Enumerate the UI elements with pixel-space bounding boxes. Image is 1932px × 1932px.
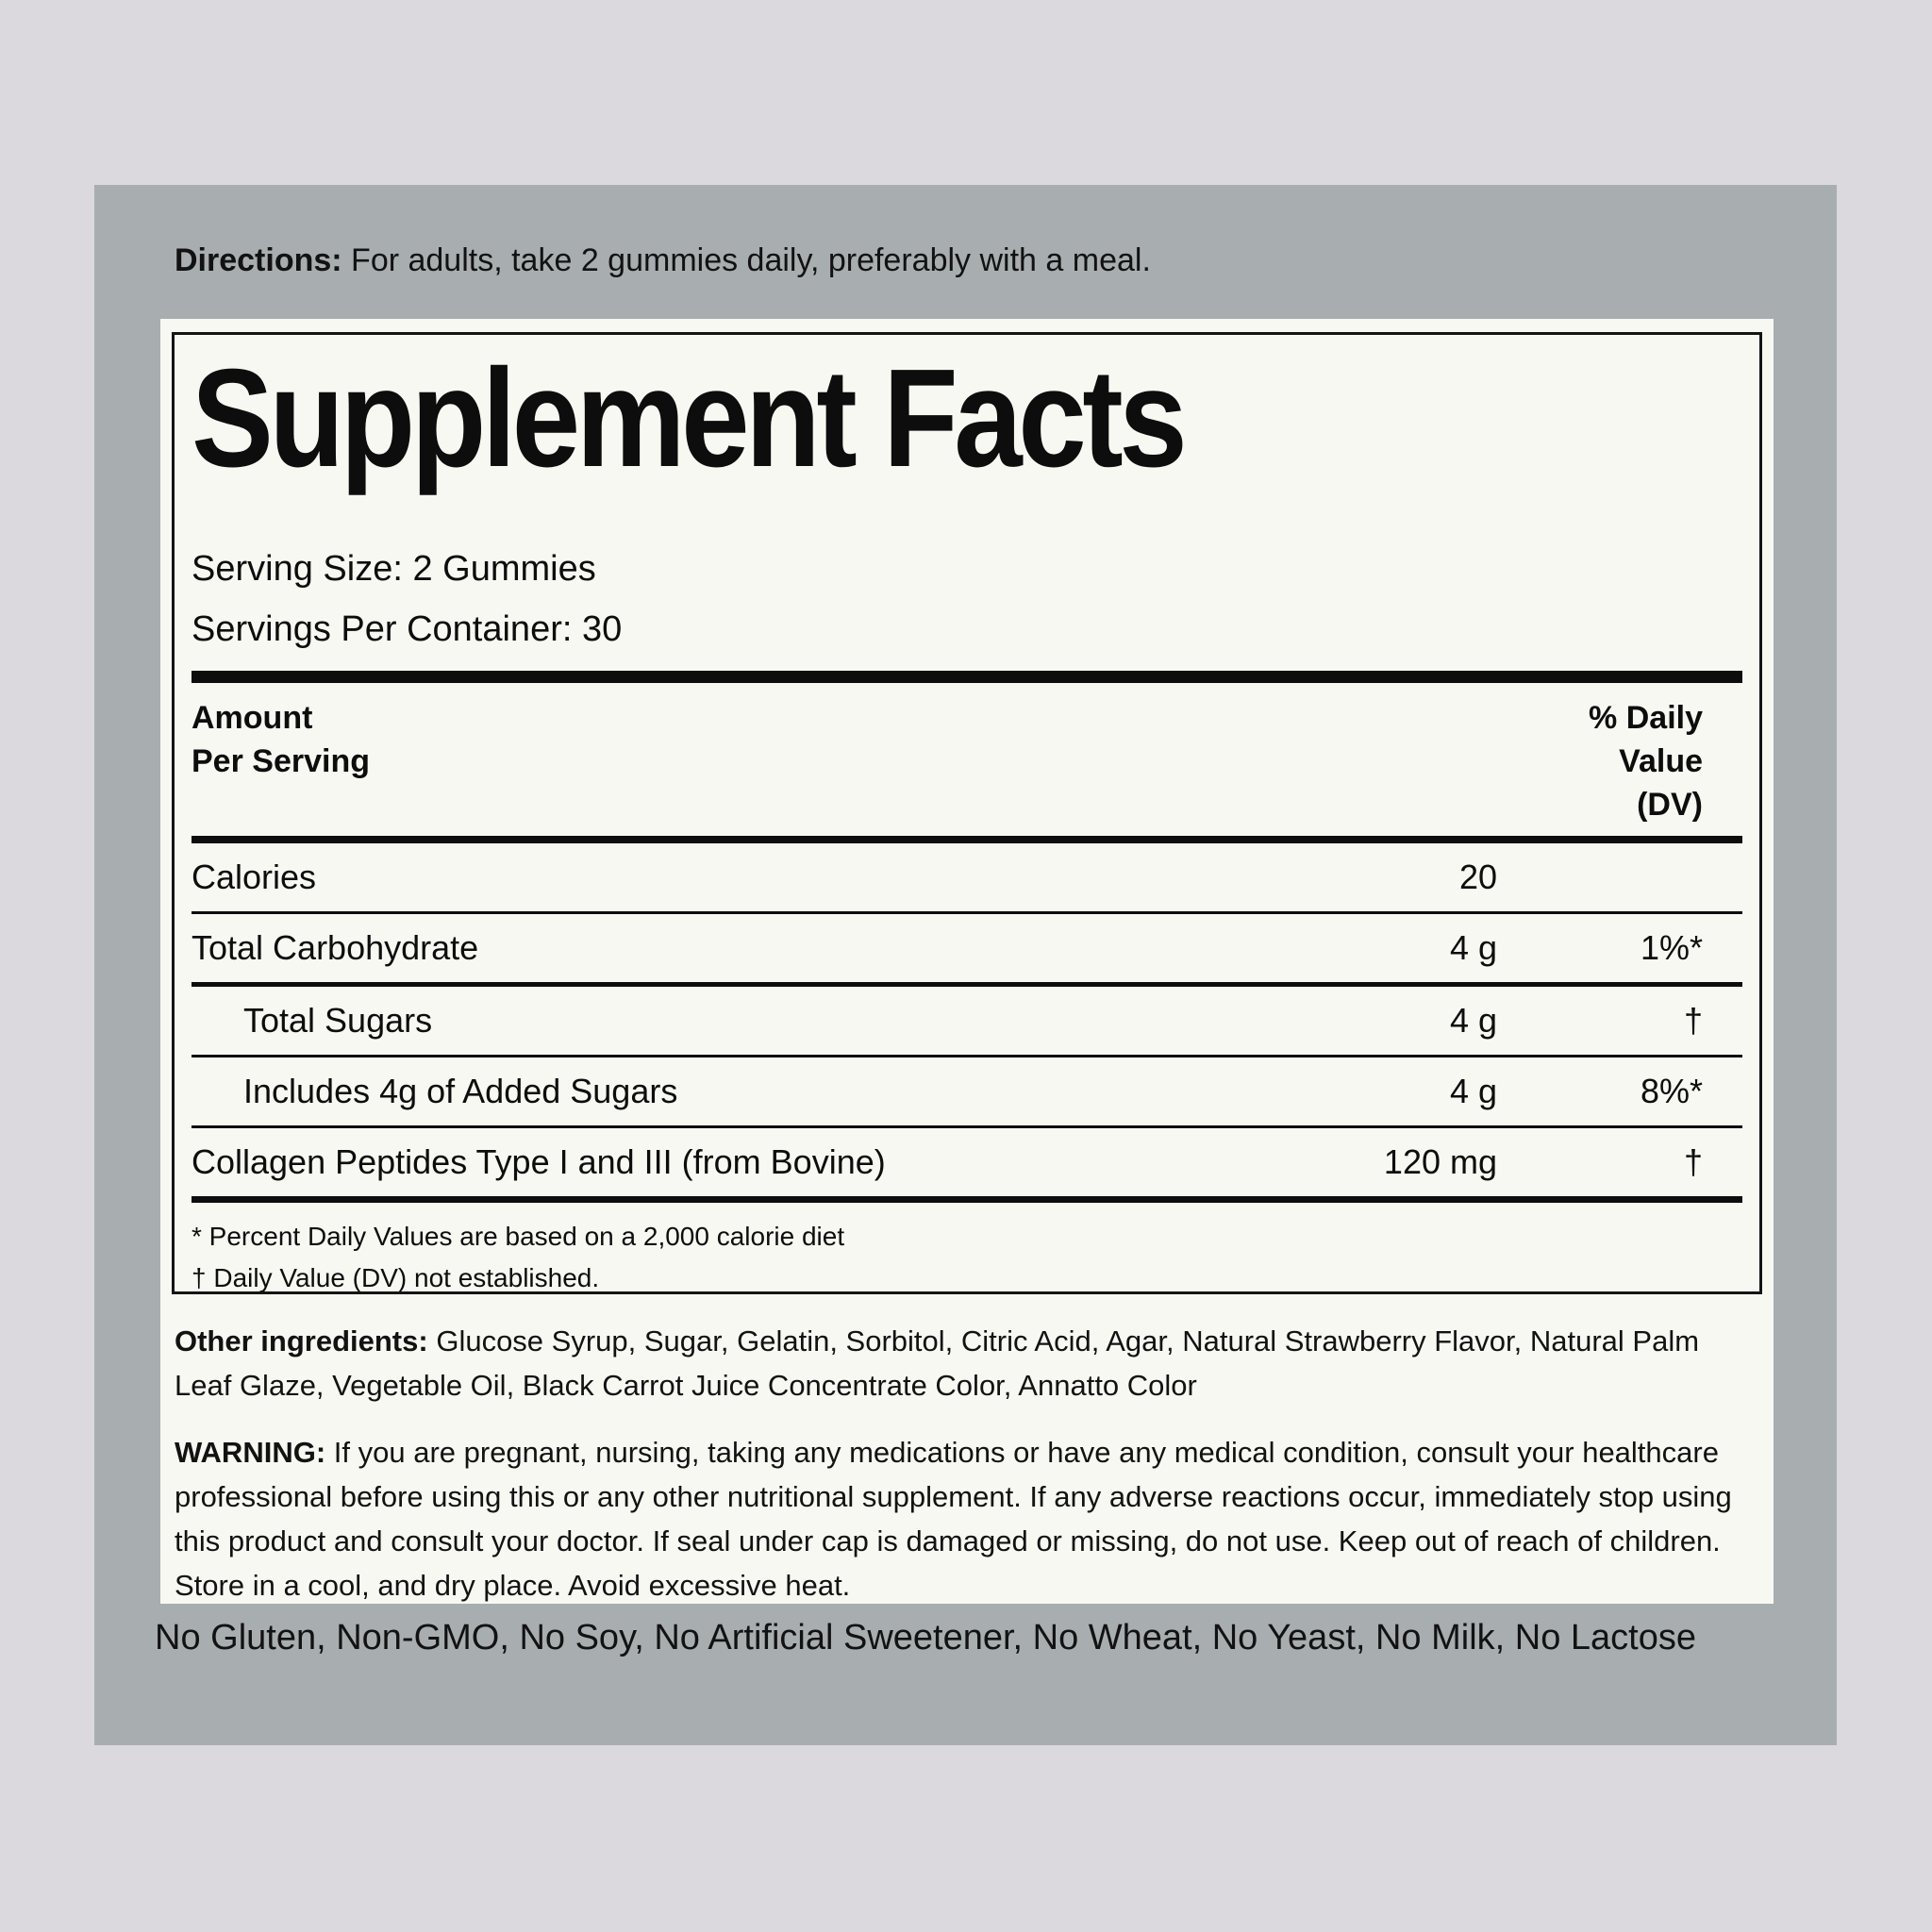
allergen-claims-line: No Gluten, Non-GMO, No Soy, No Artificia… xyxy=(155,1618,1696,1657)
footnote-dagger: † Daily Value (DV) not established. xyxy=(192,1263,600,1292)
divider-heavy-top xyxy=(192,671,1742,683)
nutrient-dv: † xyxy=(1683,1001,1703,1040)
label-gray-panel: Directions: For adults, take 2 gummies d… xyxy=(94,185,1837,1745)
warning-paragraph: WARNING: If you are pregnant, nursing, t… xyxy=(175,1430,1759,1604)
nutrient-row-calories: Calories 20 xyxy=(192,843,1742,914)
nutrient-amount: 4 g xyxy=(1449,1001,1497,1040)
warning-label: WARNING: xyxy=(175,1436,326,1469)
nutrient-amount: 20 xyxy=(1458,858,1497,896)
nutrient-name: Total Carbohydrate xyxy=(192,928,479,967)
serving-size: Serving Size: 2 Gummies xyxy=(192,549,596,589)
nutrient-dv: 1%* xyxy=(1640,928,1703,967)
directions-text: For adults, take 2 gummies daily, prefer… xyxy=(351,242,1151,278)
nutrient-dv: † xyxy=(1683,1142,1703,1181)
nutrient-name: Includes 4g of Added Sugars xyxy=(243,1072,678,1110)
supplement-facts-title: Supplement Facts xyxy=(192,348,1742,490)
footnotes: * Percent Daily Values are based on a 2,… xyxy=(192,1216,1742,1292)
amount-per-serving-header: Amount Per Serving xyxy=(192,700,370,779)
nutrient-row-collagen-peptides: Collagen Peptides Type I and III (from B… xyxy=(192,1128,1742,1203)
nutrient-name: Collagen Peptides Type I and III (from B… xyxy=(192,1142,886,1181)
nutrient-amount: 4 g xyxy=(1449,928,1497,967)
nutrient-row-total-sugars: Total Sugars 4 g † xyxy=(192,987,1742,1058)
nutrient-amount: 4 g xyxy=(1449,1072,1497,1110)
label-offwhite-area: Supplement Facts Serving Size: 2 Gummies… xyxy=(160,319,1774,1604)
directions-line: Directions: For adults, take 2 gummies d… xyxy=(175,240,1778,281)
supplement-facts-box: Supplement Facts Serving Size: 2 Gummies… xyxy=(172,332,1762,1294)
nutrient-amount: 120 mg xyxy=(1383,1142,1497,1181)
nutrient-dv: 8%* xyxy=(1640,1072,1703,1110)
other-ingredients-label: Other ingredients: xyxy=(175,1324,428,1357)
warning-text: If you are pregnant, nursing, taking any… xyxy=(175,1436,1732,1602)
nutrient-name: Total Sugars xyxy=(243,1001,433,1040)
table-header-row: Amount Per Serving % Daily Value (DV) xyxy=(192,696,1742,826)
other-ingredients-text: Glucose Syrup, Sugar, Gelatin, Sorbitol,… xyxy=(175,1324,1700,1402)
other-ingredients-paragraph: Other ingredients: Glucose Syrup, Sugar,… xyxy=(175,1319,1759,1407)
nutrient-row-added-sugars: Includes 4g of Added Sugars 4 g 8%* xyxy=(192,1058,1742,1128)
percent-daily-value-header: % Daily Value (DV) xyxy=(1589,700,1703,823)
footnote-percent-dv: * Percent Daily Values are based on a 2,… xyxy=(192,1222,845,1251)
directions-label: Directions: xyxy=(175,242,342,278)
servings-per-container: Servings Per Container: 30 xyxy=(192,609,623,649)
supplement-facts-title-text: Supplement Facts xyxy=(192,341,1188,496)
nutrient-name: Calories xyxy=(192,858,317,896)
nutrient-row-total-carbohydrate: Total Carbohydrate 4 g 1%* xyxy=(192,914,1742,987)
divider-heavy-header xyxy=(192,836,1742,843)
